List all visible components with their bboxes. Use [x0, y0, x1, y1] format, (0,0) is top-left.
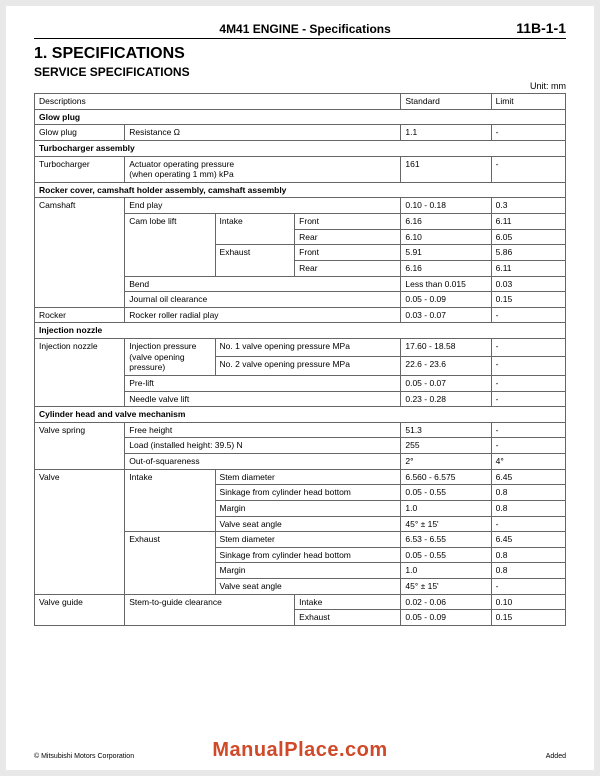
header-pagenum: 11B-1-1 [516, 20, 566, 36]
table-row: Injection nozzle Injection pressure (val… [35, 339, 566, 357]
spec-table: Descriptions Standard Limit Glow plug Gl… [34, 93, 566, 626]
subsection-heading: SERVICE SPECIFICATIONS [34, 65, 566, 79]
unit-label: Unit: mm [34, 81, 566, 91]
section-injection: Injection nozzle [35, 323, 566, 339]
col-limit: Limit [491, 94, 565, 110]
section-heading: 1. SPECIFICATIONS [34, 45, 566, 63]
section-glow-plug: Glow plug [35, 109, 566, 125]
table-row: Valve spring Free height 51.3 - [35, 422, 566, 438]
page-footer: © Mitsubishi Motors Corporation Added [34, 749, 566, 760]
table-row: Rocker Rocker roller radial play 0.03 - … [35, 307, 566, 323]
section-cylinder-head: Cylinder head and valve mechanism [35, 407, 566, 423]
table-row: Valve Intake Stem diameter 6.560 - 6.575… [35, 469, 566, 485]
page: 4M41 ENGINE - Specifications 11B-1-1 1. … [6, 6, 594, 770]
section-turbo: Turbocharger assembly [35, 140, 566, 156]
section-rocker-camshaft: Rocker cover, camshaft holder assembly, … [35, 182, 566, 198]
header-title: 4M41 ENGINE - Specifications [94, 22, 516, 36]
table-head-row: Descriptions Standard Limit [35, 94, 566, 110]
table-row: Turbocharger Actuator operating pressure… [35, 156, 566, 182]
footer-status: Added [546, 753, 566, 760]
footer-copyright: © Mitsubishi Motors Corporation [34, 753, 134, 760]
col-standard: Standard [401, 94, 491, 110]
col-descriptions: Descriptions [35, 94, 401, 110]
page-header: 4M41 ENGINE - Specifications 11B-1-1 [34, 20, 566, 39]
table-row: Valve guide Stem-to-guide clearance Inta… [35, 594, 566, 610]
table-row: Glow plug Resistance Ω 1.1 - [35, 125, 566, 141]
table-row: Camshaft End play 0.10 - 0.18 0.3 [35, 198, 566, 214]
